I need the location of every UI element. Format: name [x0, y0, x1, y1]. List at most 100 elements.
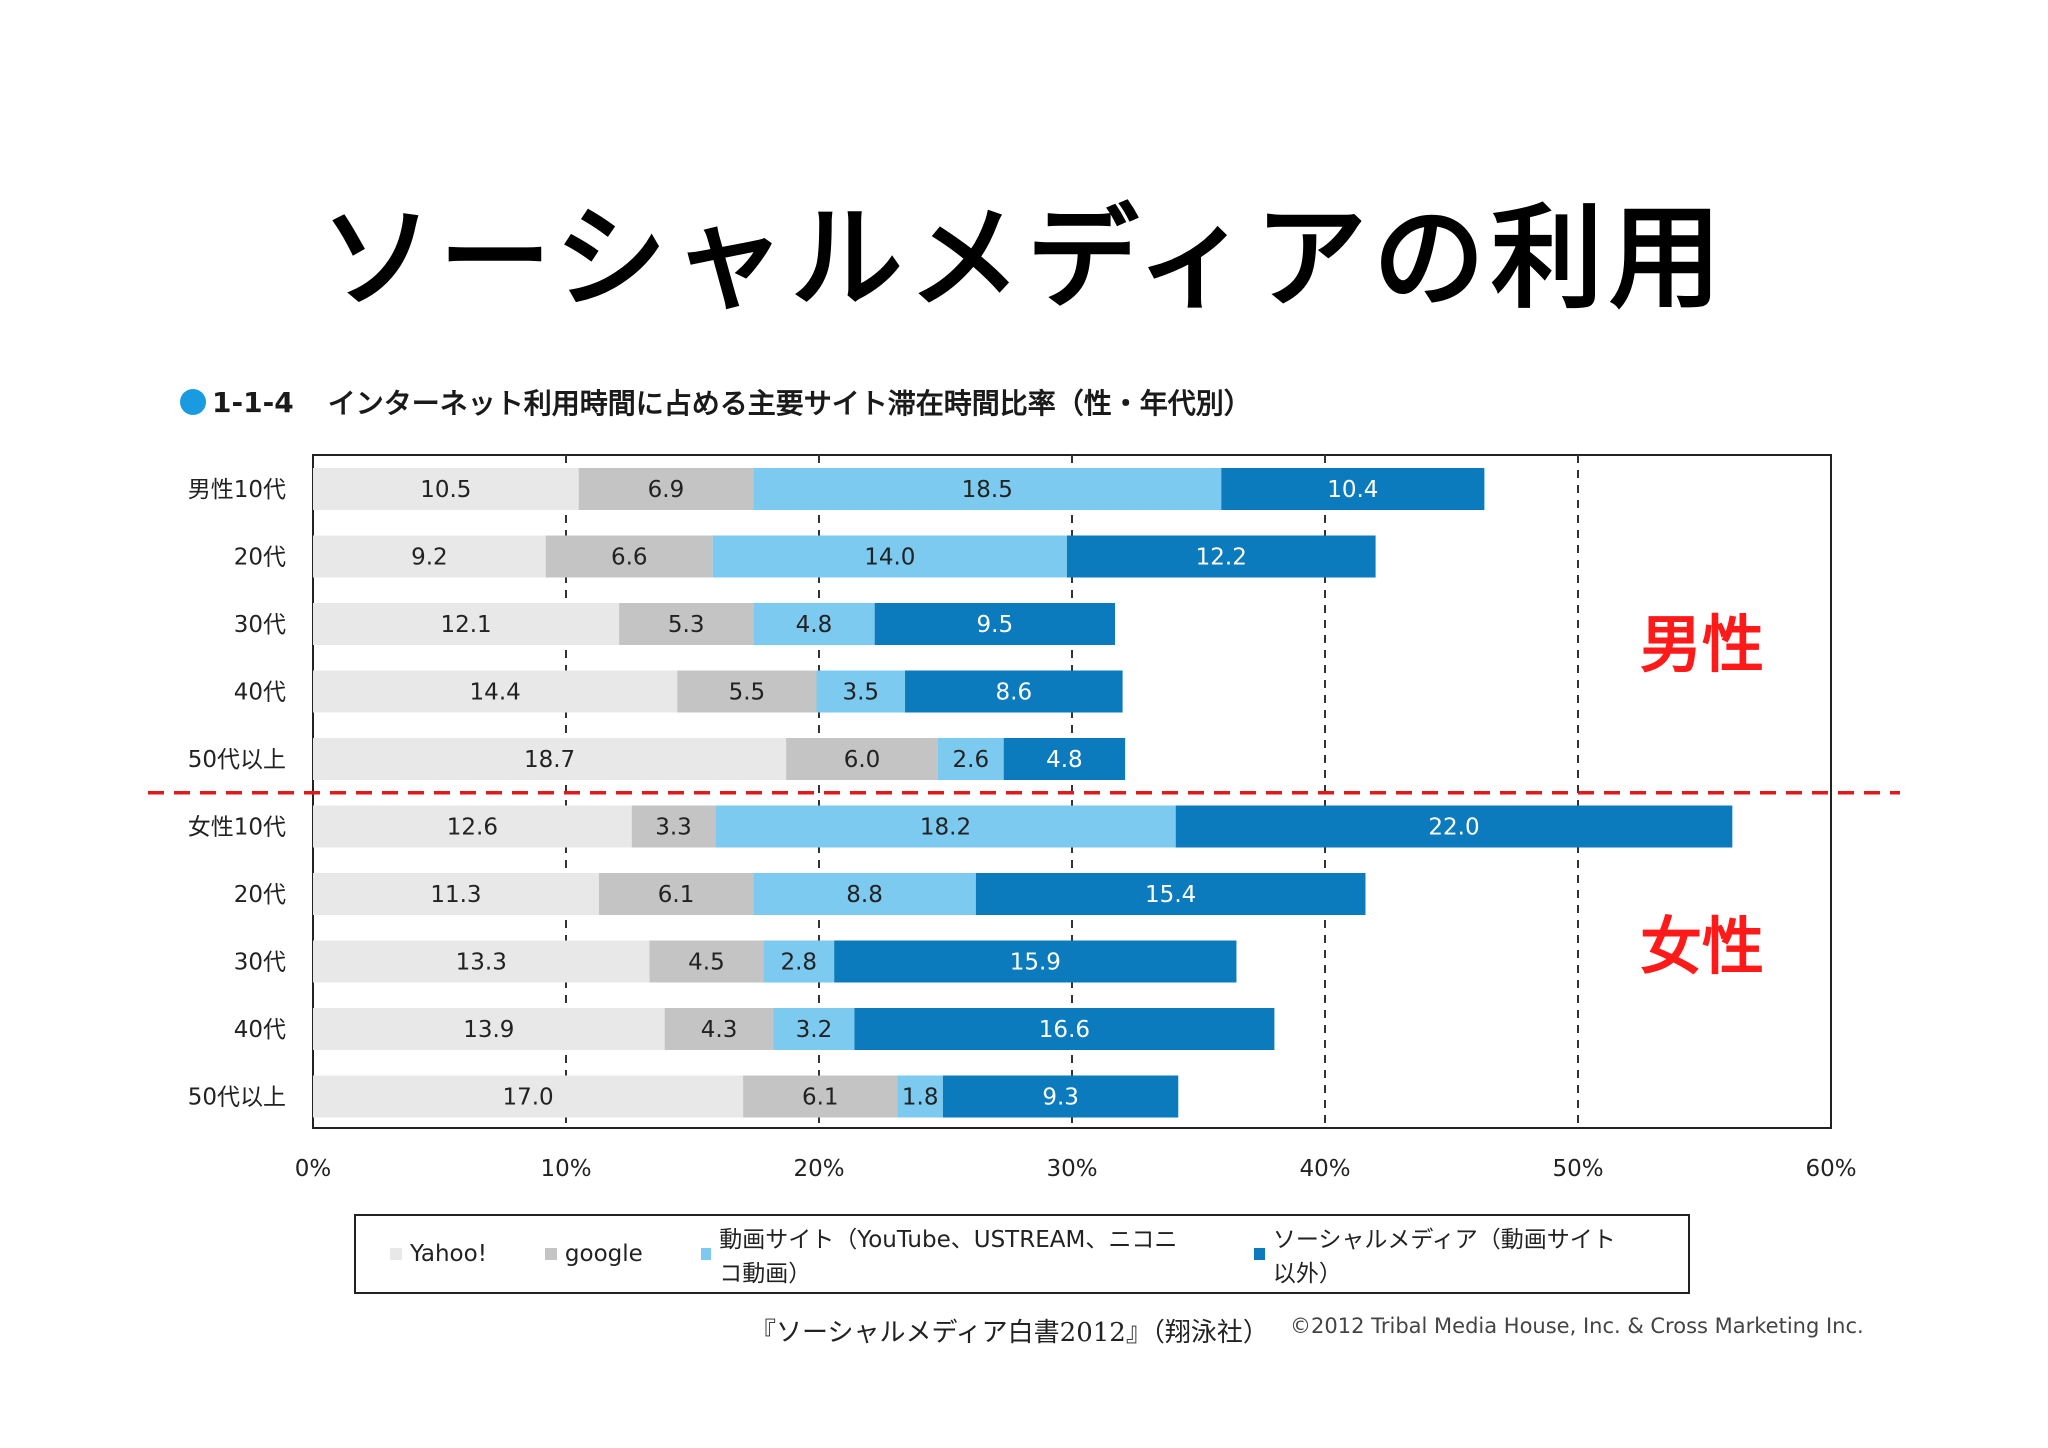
data-label: 6.1 — [658, 882, 695, 908]
data-label: 6.1 — [802, 1085, 839, 1111]
category-label: 50代以上 — [188, 747, 286, 773]
data-label: 16.6 — [1039, 1017, 1090, 1043]
legend-label-yahoo: Yahoo! — [410, 1241, 487, 1267]
annotation-male: 男性 — [1640, 608, 1764, 681]
category-label: 30代 — [234, 950, 286, 976]
legend-label-video: 動画サイト（YouTube、USTREAM、ニコニコ動画） — [719, 1227, 1178, 1287]
bar-segment — [816, 670, 906, 713]
data-label: 13.3 — [456, 950, 507, 976]
bar-segment — [715, 805, 1176, 848]
category-label: 20代 — [234, 545, 286, 571]
data-label: 14.0 — [864, 545, 915, 571]
data-label: 17.0 — [502, 1085, 553, 1111]
data-label: 4.5 — [688, 950, 725, 976]
bar-segment — [854, 1008, 1275, 1050]
bar-segment — [619, 603, 754, 645]
category-label: 男性10代 — [188, 477, 286, 503]
data-label: 6.0 — [844, 747, 881, 773]
bar-segment — [753, 603, 875, 645]
category-label: 40代 — [234, 680, 286, 706]
data-label: 12.6 — [447, 815, 498, 841]
data-label: 5.3 — [668, 612, 705, 638]
bar-segment — [313, 603, 620, 645]
bar-segment — [598, 873, 754, 915]
data-label: 10.5 — [420, 477, 471, 503]
data-label: 4.8 — [1046, 747, 1083, 773]
bar-segment — [313, 468, 579, 510]
bar-segment — [545, 535, 713, 578]
data-label: 18.2 — [920, 815, 971, 841]
data-label: 1.8 — [902, 1085, 939, 1111]
data-label: 4.8 — [796, 612, 833, 638]
legend-label-social: ソーシャルメディア（動画サイト以外） — [1272, 1227, 1616, 1287]
category-label: 30代 — [234, 612, 286, 638]
legend-swatch-video — [700, 1248, 712, 1260]
legend-swatch-social — [1254, 1248, 1265, 1260]
bar-segment — [1003, 738, 1126, 780]
bar-segment — [631, 805, 716, 848]
data-label: 10.4 — [1327, 477, 1378, 503]
data-label: 22.0 — [1428, 815, 1479, 841]
bar-segment — [578, 468, 754, 510]
bar-segment — [975, 873, 1366, 915]
data-label: 18.7 — [524, 747, 575, 773]
bar-segment — [313, 670, 678, 713]
bar-segment — [313, 805, 632, 848]
legend-swatch-yahoo — [390, 1248, 402, 1260]
bar-segment — [1221, 468, 1485, 510]
chart-code: 1-1-4 — [212, 385, 294, 419]
bar-segment — [753, 468, 1222, 510]
data-label: 6.6 — [611, 545, 648, 571]
bullet-dot-icon — [180, 389, 206, 415]
data-label: 15.4 — [1145, 882, 1196, 908]
bar-segment — [677, 670, 817, 713]
data-label: 18.5 — [962, 477, 1013, 503]
bar-segment — [1066, 535, 1376, 578]
data-label: 4.3 — [701, 1017, 738, 1043]
legend-swatch-google — [544, 1248, 557, 1260]
data-label: 3.3 — [655, 815, 692, 841]
chart-header: 1-1-4 インターネット利用時間に占める主要サイト滞在時間比率（性・年代別） — [180, 382, 1252, 422]
data-label: 14.4 — [470, 680, 521, 706]
bar-segment — [712, 535, 1067, 578]
data-label: 9.3 — [1042, 1085, 1079, 1111]
legend-item-social: ソーシャルメディア（動画サイト以外） — [1254, 1220, 1630, 1288]
data-label: 3.2 — [796, 1017, 833, 1043]
copyright-text: ©2012 Tribal Media House, Inc. & Cross M… — [1290, 1314, 1864, 1338]
bar-segment — [1175, 805, 1733, 848]
bar-segment — [753, 873, 976, 915]
x-tick-label: 60% — [1805, 1156, 1856, 1180]
bar-segment — [743, 1075, 898, 1118]
data-label: 13.9 — [463, 1017, 514, 1043]
x-tick-label: 40% — [1299, 1156, 1350, 1180]
x-tick-label: 50% — [1552, 1156, 1603, 1180]
data-label: 8.8 — [846, 882, 883, 908]
x-tick-label: 0% — [295, 1156, 332, 1180]
legend-item-google: google — [544, 1241, 643, 1267]
data-label: 12.2 — [1196, 545, 1247, 571]
bar-segment — [937, 738, 1004, 780]
category-label: 20代 — [234, 882, 286, 908]
bar-segment — [834, 940, 1237, 983]
bar-segment — [313, 873, 599, 915]
bar-segment — [773, 1008, 855, 1050]
category-label: 40代 — [234, 1017, 286, 1043]
bar-segment — [942, 1075, 1179, 1118]
data-label: 3.5 — [842, 680, 879, 706]
source-citation: 『ソーシャルメディア白書2012』（翔泳社） — [750, 1318, 1269, 1348]
legend-label-google: google — [564, 1241, 643, 1267]
bar-segment — [313, 940, 650, 983]
category-label: 50代以上 — [188, 1085, 286, 1111]
x-tick-label: 10% — [540, 1156, 591, 1180]
bar-segment — [649, 940, 764, 983]
legend: Yahoo! google 動画サイト（YouTube、USTREAM、ニコニコ… — [354, 1214, 1690, 1294]
bar-segment — [664, 1008, 774, 1050]
data-label: 9.2 — [411, 545, 448, 571]
data-label: 2.6 — [953, 747, 990, 773]
stacked-bar-chart: 0% 10% 20% 30% 40% 50% 60% 男性10代 10.5 6.9 18.5 10.4… — [148, 454, 1900, 1180]
bar-segment — [313, 535, 546, 578]
legend-item-yahoo: Yahoo! — [390, 1241, 487, 1267]
data-label: 9.5 — [977, 612, 1014, 638]
bar-segment — [786, 738, 938, 780]
x-tick-label: 30% — [1046, 1156, 1097, 1180]
